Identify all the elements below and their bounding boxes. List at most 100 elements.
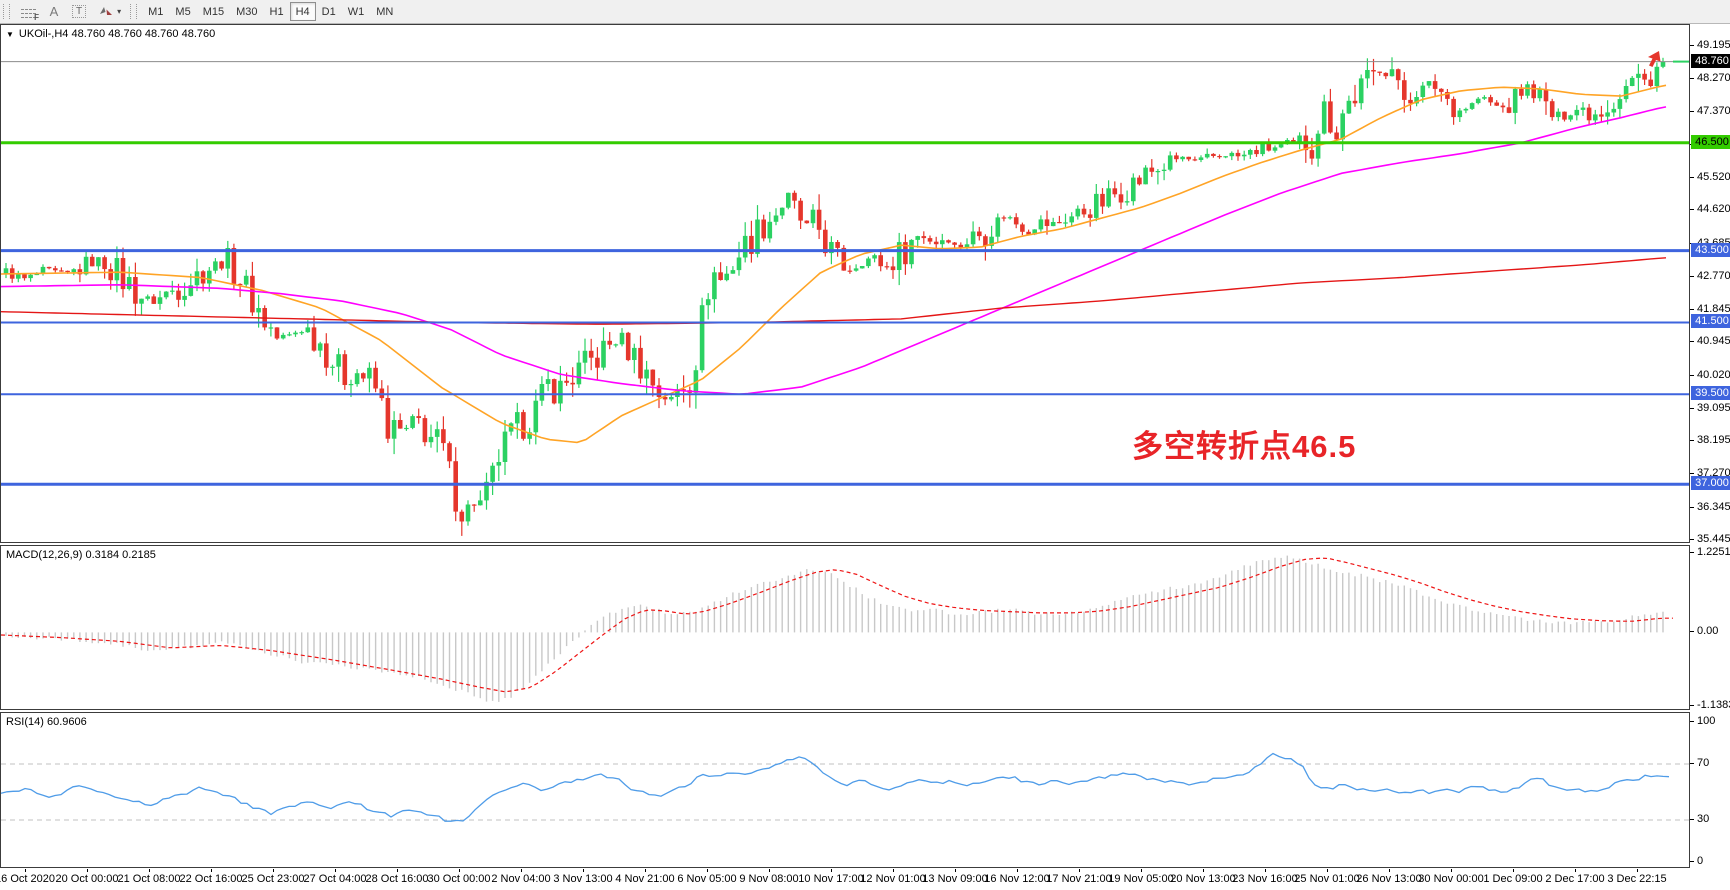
time-axis-label: 13 Nov 09:00 xyxy=(922,873,988,885)
timeframe-button-m30[interactable]: M30 xyxy=(230,2,263,21)
time-axis-label: 16 Nov 12:00 xyxy=(984,873,1050,885)
time-axis-tick xyxy=(707,869,708,872)
text-label-tool-button[interactable]: T xyxy=(66,2,92,21)
price-level-badge: 39.500 xyxy=(1691,386,1730,401)
timeframe-button-h4[interactable]: H4 xyxy=(289,2,316,21)
symbol-dropdown-icon[interactable]: ▼ xyxy=(6,29,14,39)
time-axis-tick xyxy=(1203,869,1204,872)
time-axis-label: 10 Nov 17:00 xyxy=(798,873,864,885)
time-axis-tick xyxy=(893,869,894,872)
price-axis-label: 36.345 xyxy=(1690,501,1730,513)
time-axis-tick xyxy=(831,869,832,872)
toolbar-drag-handle[interactable] xyxy=(3,4,10,19)
macd-panel[interactable]: MACD(12,26,9) 0.3184 0.2185 xyxy=(0,545,1690,710)
time-axis-label: 17 Nov 21:00 xyxy=(1046,873,1112,885)
time-axis-label: 2 Nov 04:00 xyxy=(491,873,551,885)
time-axis-tick xyxy=(87,869,88,872)
time-axis-label: 27 Oct 04:00 xyxy=(303,873,367,885)
time-axis-label: 19 Nov 05:00 xyxy=(1108,873,1174,885)
time-axis-tick xyxy=(583,869,584,872)
arrows-tool-button[interactable]: ▾ xyxy=(92,2,127,21)
time-axis-tick xyxy=(769,869,770,872)
price-axis-label: 48.270 xyxy=(1690,72,1730,84)
price-level-badge: 41.500 xyxy=(1691,314,1730,329)
time-axis-tick xyxy=(25,869,26,872)
price-level-badge: 46.500 xyxy=(1691,134,1730,149)
price-axis-label: 49.195 xyxy=(1690,39,1730,51)
text-label-icon: T xyxy=(72,5,87,18)
time-axis-tick xyxy=(1079,869,1080,872)
text-tool-button[interactable]: A xyxy=(42,2,66,21)
price-level-badge: 43.500 xyxy=(1691,242,1730,257)
price-axis-label: 40.945 xyxy=(1690,335,1730,347)
rsi-panel[interactable]: RSI(14) 60.9606 xyxy=(0,712,1690,868)
main-chart-panel[interactable]: ▼ UKOil-,H4 48.760 48.760 48.760 48.760 xyxy=(0,24,1690,543)
timeframe-button-w1[interactable]: W1 xyxy=(342,2,371,21)
time-axis-label: 30 Nov 00:00 xyxy=(1418,873,1484,885)
price-axis-label: 44.620 xyxy=(1690,203,1730,215)
time-axis-tick xyxy=(397,869,398,872)
time-axis-tick xyxy=(459,869,460,872)
time-axis-label: 6 Nov 05:00 xyxy=(677,873,737,885)
ma-slow-line xyxy=(1,257,1667,325)
time-axis-tick xyxy=(1637,869,1638,872)
time-axis-label: 20 Oct 00:00 xyxy=(55,873,119,885)
time-axis-tick xyxy=(1575,869,1576,872)
arrows-icon xyxy=(100,7,113,15)
price-axis-label: 42.770 xyxy=(1690,270,1730,282)
time-axis: 16 Oct 2020 20 Oct 00:00 21 Oct 08:00 22 Oc… xyxy=(0,869,1730,890)
time-axis-tick xyxy=(211,869,212,872)
fibonacci-tool-button[interactable]: F xyxy=(15,2,42,22)
time-axis-tick xyxy=(521,869,522,872)
annotation-text[interactable]: 多空转折点46.5 xyxy=(1132,429,1357,464)
timeframe-button-m1[interactable]: M1 xyxy=(142,2,169,21)
macd-axis-label: -1.1383 xyxy=(1690,699,1730,711)
price-axis-label: 41.845 xyxy=(1690,303,1730,315)
chart-symbol-header[interactable]: ▼ UKOil-,H4 48.760 48.760 48.760 48.760 xyxy=(6,28,215,40)
rsi-label: RSI(14) 60.9606 xyxy=(6,716,87,728)
rsi-chart[interactable] xyxy=(1,713,1689,867)
macd-chart[interactable] xyxy=(1,546,1689,709)
symbol-title: UKOil-,H4 48.760 48.760 48.760 48.760 xyxy=(18,28,216,40)
time-axis-label: 25 Nov 01:00 xyxy=(1294,873,1360,885)
time-axis-tick xyxy=(1451,869,1452,872)
ma-fast-line xyxy=(1,84,1667,444)
timeframe-button-m5[interactable]: M5 xyxy=(169,2,196,21)
macd-label: MACD(12,26,9) 0.3184 0.2185 xyxy=(6,549,156,561)
time-axis-tick xyxy=(1327,869,1328,872)
time-axis-label: 1 Dec 09:00 xyxy=(1483,873,1543,885)
time-axis-tick xyxy=(1017,869,1018,872)
time-axis-label: 4 Nov 21:00 xyxy=(615,873,675,885)
ma-mid-line xyxy=(1,106,1667,396)
time-axis-label: 22 Oct 16:00 xyxy=(179,873,243,885)
macd-signal-line xyxy=(1,557,1673,693)
timeframe-button-m15[interactable]: M15 xyxy=(197,2,230,21)
timeframe-button-mn[interactable]: MN xyxy=(370,2,399,21)
price-axis-label: 35.445 xyxy=(1690,533,1730,545)
time-axis-label: 21 Oct 08:00 xyxy=(117,873,181,885)
candlestick-chart[interactable] xyxy=(1,25,1689,542)
time-axis-label: 26 Nov 13:00 xyxy=(1356,873,1422,885)
time-axis-tick xyxy=(1265,869,1266,872)
time-axis-tick xyxy=(1513,869,1514,872)
time-axis-label: 3 Nov 13:00 xyxy=(553,873,613,885)
time-axis-tick xyxy=(1389,869,1390,872)
rsi-line xyxy=(1,752,1670,822)
time-axis-label: 2 Dec 17:00 xyxy=(1545,873,1605,885)
time-axis-label: 16 Oct 2020 xyxy=(0,873,55,885)
timeframe-button-h1[interactable]: H1 xyxy=(264,2,290,21)
time-axis-label: 3 Dec 22:15 xyxy=(1607,873,1667,885)
fibonacci-icon-letter: F xyxy=(34,12,39,22)
time-axis-tick xyxy=(955,869,956,872)
time-axis-label: 12 Nov 01:00 xyxy=(860,873,926,885)
time-axis-label: 9 Nov 08:00 xyxy=(739,873,799,885)
price-axis-label: 38.195 xyxy=(1690,434,1730,446)
timeframe-button-d1[interactable]: D1 xyxy=(316,2,342,21)
time-axis-label: 25 Oct 23:00 xyxy=(241,873,305,885)
time-axis-tick xyxy=(1141,869,1142,872)
timeframe-drag-handle[interactable] xyxy=(130,4,138,19)
ask-marker xyxy=(1673,60,1689,63)
rsi-axis-label: 30 xyxy=(1690,813,1730,825)
dropdown-caret-icon[interactable]: ▾ xyxy=(117,7,122,16)
